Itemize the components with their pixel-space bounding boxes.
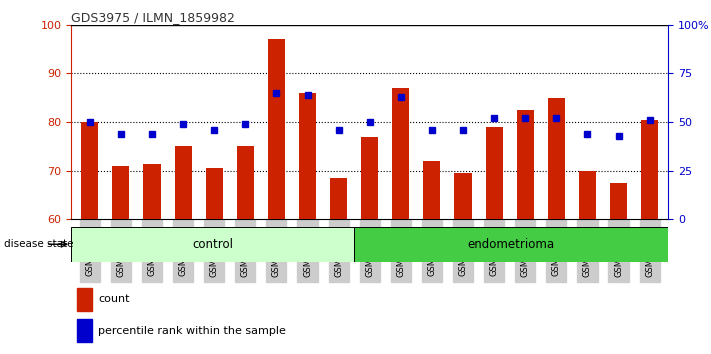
Bar	[361, 137, 378, 219]
Bar	[71, 227, 354, 262]
Bar	[486, 127, 503, 219]
Bar	[354, 227, 668, 262]
Text: control: control	[192, 238, 233, 251]
Bar	[237, 147, 254, 219]
Bar	[144, 164, 161, 219]
Text: count: count	[98, 295, 129, 304]
Bar	[81, 122, 98, 219]
Bar	[454, 173, 471, 219]
Bar	[610, 183, 627, 219]
Bar	[641, 120, 658, 219]
Text: percentile rank within the sample: percentile rank within the sample	[98, 326, 286, 336]
Bar	[112, 166, 129, 219]
Text: endometrioma: endometrioma	[468, 238, 555, 251]
Bar	[423, 161, 441, 219]
Bar	[77, 319, 92, 342]
Text: disease state: disease state	[4, 239, 73, 249]
Bar	[330, 178, 347, 219]
Bar	[299, 93, 316, 219]
Bar	[268, 39, 285, 219]
Bar	[392, 88, 410, 219]
Bar	[77, 288, 92, 311]
Bar	[517, 110, 534, 219]
Bar	[579, 171, 596, 219]
Text: GDS3975 / ILMN_1859982: GDS3975 / ILMN_1859982	[71, 11, 235, 24]
Bar	[547, 98, 565, 219]
Bar	[174, 147, 192, 219]
Bar	[205, 169, 223, 219]
